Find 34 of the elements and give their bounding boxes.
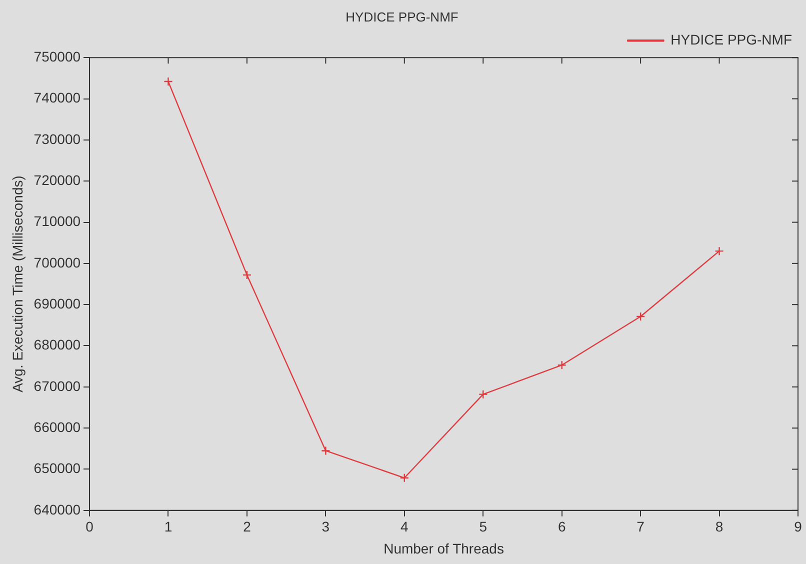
y-tick-label: 650000 (34, 460, 81, 476)
x-tick-label: 2 (243, 518, 252, 535)
legend-label: HYDICE PPG-NMF (670, 31, 792, 48)
x-tick-label: 5 (479, 518, 488, 535)
point (400, 473, 409, 482)
y-axis-title: Avg. Execution Time (Milliseconds) (9, 176, 26, 392)
x-tick-label: 4 (400, 518, 408, 535)
x-tick-label: 3 (322, 518, 330, 535)
y-tick-label: 640000 (34, 501, 81, 518)
point (478, 390, 488, 399)
y-tick-label: 670000 (34, 378, 81, 394)
point (557, 360, 566, 370)
point (714, 246, 724, 256)
point (321, 446, 330, 456)
x-tick-label: 7 (636, 518, 645, 535)
x-tick-label: 0 (86, 518, 94, 535)
x-tick-label: 6 (558, 518, 566, 535)
y-tick-label: 700000 (34, 254, 81, 270)
y-tick-label: 750000 (34, 48, 81, 64)
point (242, 270, 252, 280)
x-tick-label: 8 (715, 518, 724, 535)
y-tick-label: 690000 (34, 295, 81, 312)
y-tick-label: 740000 (34, 90, 81, 106)
chart-title: HYDICE PPG-NMF (346, 9, 458, 24)
y-tick-label: 660000 (34, 418, 81, 435)
point (636, 312, 646, 322)
y-tick-label: 680000 (34, 336, 81, 353)
point (164, 76, 173, 86)
y-tick-label: 710000 (34, 213, 81, 230)
y-tick-label: 730000 (34, 130, 81, 147)
y-tick-label: 720000 (34, 172, 81, 188)
x-tick-label: 1 (164, 518, 172, 535)
x-tick-label: 9 (794, 518, 802, 535)
x-axis-title: Number of Threads (384, 540, 504, 556)
